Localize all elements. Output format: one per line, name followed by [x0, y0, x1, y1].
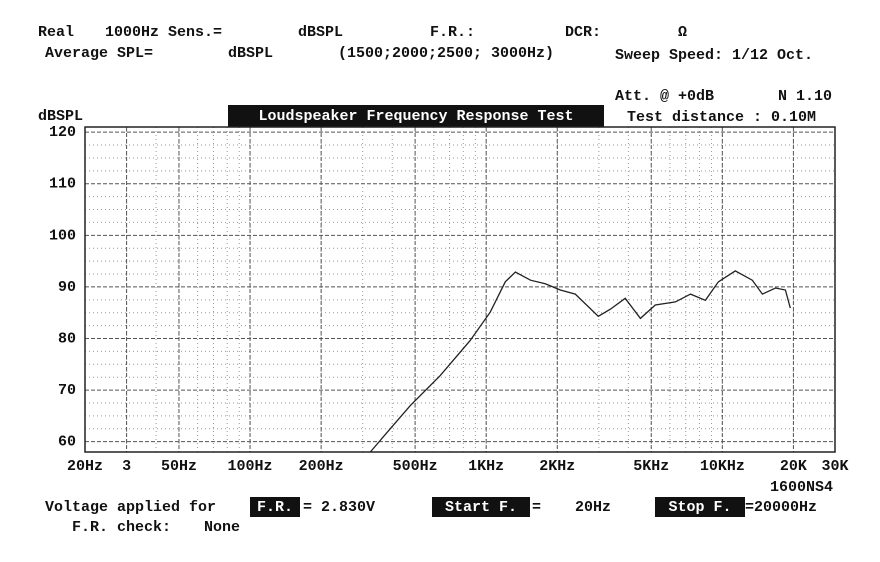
start-value: 20Hz [575, 499, 611, 516]
test-distance: Test distance : 0.10M [627, 109, 816, 126]
x-tick-label: 1KHz [468, 458, 504, 475]
stop-value: =20000Hz [745, 499, 817, 516]
header-text: 1000Hz Sens.= [105, 24, 222, 41]
header-text: Average SPL= [45, 45, 153, 62]
y-tick-label: 110 [49, 176, 76, 193]
start-button-label[interactable]: Start F. [445, 499, 517, 516]
header-text: (1500;2000;2500; 3000Hz) [338, 45, 554, 62]
y-tick-label: 100 [49, 227, 76, 244]
attenuation: Att. @ +0dB [615, 88, 714, 105]
footer-text: Voltage applied for [45, 499, 216, 516]
x-tick-label: 200Hz [299, 458, 344, 475]
x-tick-label: 20K [780, 458, 807, 475]
y-axis-label: dBSPL [38, 108, 83, 125]
header-text: F.R.: [430, 24, 475, 41]
start-button[interactable] [432, 497, 530, 517]
title-box [228, 105, 604, 127]
y-tick-label: 60 [58, 434, 76, 451]
model: 1600NS4 [770, 479, 833, 496]
chart-title: Loudspeaker Frequency Response Test [258, 108, 573, 125]
header-text: Sweep Speed: 1/12 Oct. [615, 47, 813, 64]
x-tick-label: 10KHz [700, 458, 745, 475]
header-text: Ω [678, 24, 687, 41]
version: N 1.10 [778, 88, 832, 105]
x-tick-label: 3 [122, 458, 131, 475]
fr-button[interactable] [250, 497, 300, 517]
plot-frame [84, 126, 836, 453]
x-tick-label: 5KHz [633, 458, 669, 475]
header-text: dBSPL [228, 45, 273, 62]
fr-button-label[interactable]: F.R. [257, 499, 293, 516]
header-text: DCR: [565, 24, 601, 41]
x-tick-label: 2KHz [539, 458, 575, 475]
y-tick-label: 90 [58, 279, 76, 296]
stop-button-label[interactable]: Stop F. [668, 499, 731, 516]
y-tick-label: 120 [49, 124, 76, 141]
response-line [369, 270, 791, 453]
x-tick-label: 20Hz [67, 458, 103, 475]
x-tick-label: 30K [821, 458, 848, 475]
x-tick-label: 50Hz [161, 458, 197, 475]
start-eq: = [532, 499, 541, 516]
x-tick-label: 500Hz [393, 458, 438, 475]
y-tick-label: 80 [58, 330, 76, 347]
stop-button[interactable] [655, 497, 745, 517]
y-tick-label: 70 [58, 382, 76, 399]
header-text: dBSPL [298, 24, 343, 41]
check-value: None [204, 519, 240, 536]
header-text: Real [38, 24, 74, 41]
check-label: F.R. check: [72, 519, 171, 536]
plot: 60 70 80 90 100 110 120 20Hz 3 50Hz 100Hz 200Hz 500H… [49, 124, 849, 475]
voltage: = 2.830V [303, 499, 375, 516]
x-tick-label: 100Hz [228, 458, 273, 475]
